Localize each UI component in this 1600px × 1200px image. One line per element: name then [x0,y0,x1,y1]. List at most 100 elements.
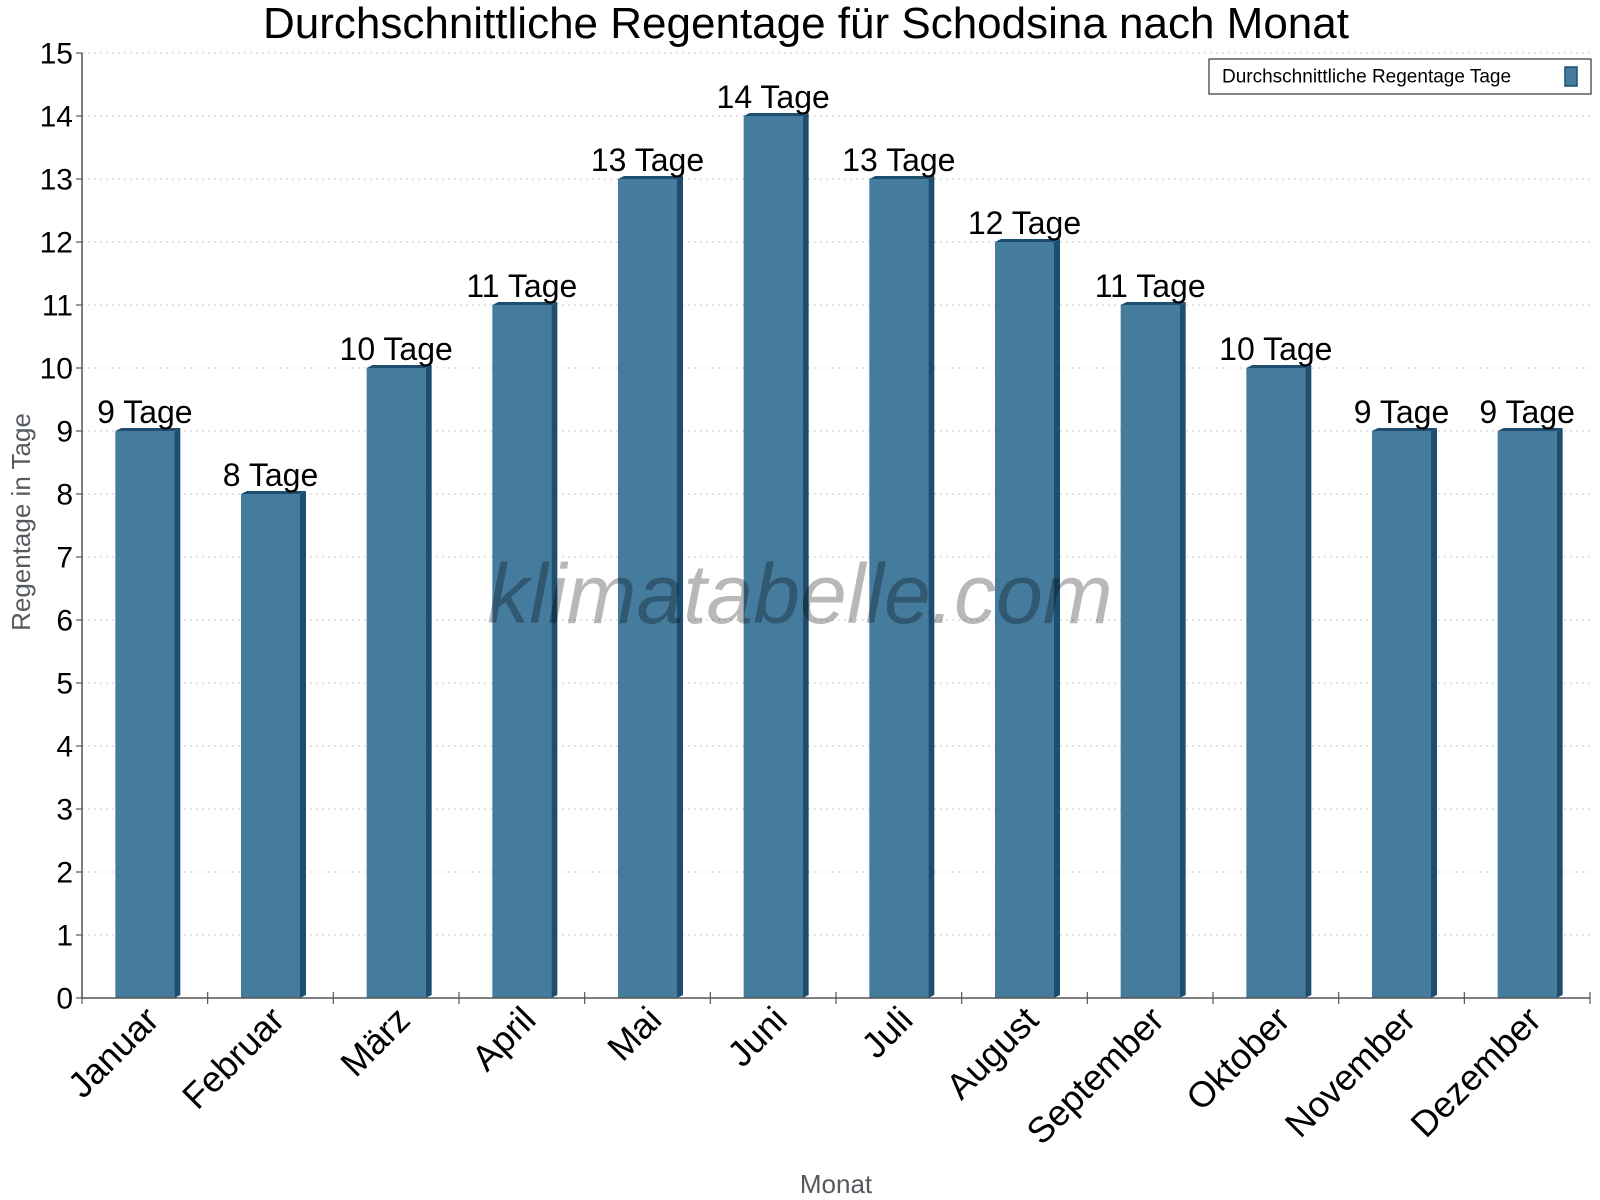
x-axis-title: Monat [800,1169,873,1199]
bar-side-2 [425,365,432,998]
bar-top-10 [1372,428,1437,431]
x-tick-label-7: August [938,999,1046,1107]
bar-2 [366,365,432,998]
x-tick-label-4: Mai [599,999,669,1069]
bar-top-11 [1497,428,1563,431]
x-tick-label-5: Juni [719,999,795,1075]
bar-side-1 [300,491,306,998]
bar-front-5 [743,116,803,998]
bar-front-4 [618,179,677,998]
bar-top-9 [1246,365,1312,368]
y-tick-label-10: 10 [40,353,73,386]
bar-top-2 [366,365,432,368]
data-label-8: 11 Tage [1095,268,1206,304]
bar-top-8 [1120,302,1186,305]
y-tick-label-9: 9 [56,416,73,449]
bar-side-0 [174,428,181,998]
x-axis-tick-labels: Januar Februar März April Mai Juni Juli AugustS… [60,999,1549,1153]
x-tick-label-9: Oktober [1178,999,1298,1119]
watermark-text: klimatabelle.com [487,547,1113,641]
x-tick-label-1: Februar [174,999,292,1117]
bar-top-0 [115,428,181,431]
bar-side-8 [1179,302,1186,998]
y-tick-label-0: 0 [56,983,73,1016]
bar-side-11 [1556,428,1563,998]
y-tick-label-3: 3 [56,794,73,827]
bar-front-11 [1497,431,1557,998]
data-label-5: 14 Tage [717,79,830,115]
gridlines [82,52,1590,936]
y-tick-label-2: 2 [56,857,73,890]
bar-11 [1497,428,1563,998]
bar-top-7 [995,239,1060,242]
x-tick-label-3: April [464,999,544,1079]
bar-front-8 [1120,305,1180,998]
bar-5 [743,113,809,998]
y-tick-label-12: 12 [40,227,73,260]
bar-0 [115,428,181,998]
legend: Durchschnittliche Regentage Tage [1208,58,1592,95]
y-tick-label-7: 7 [56,542,73,575]
data-label-6: 13 Tage [842,142,955,178]
bar-top-1 [241,491,306,494]
data-labels: 9 Tage 8 Tage 10 Tage 11 Tage 13 Tage 14 Tage… [97,79,1575,493]
bar-side-6 [928,176,935,998]
x-tick-label-8: September [1018,999,1172,1153]
y-tick-label-1: 1 [56,920,73,953]
data-label-11: 9 Tage [1479,394,1575,430]
chart-title: Durchschnittliche Regentage für Schodsin… [263,0,1349,48]
x-tick-label-11: Dezember [1402,999,1548,1145]
y-tick-label-14: 14 [40,101,73,134]
bar-8 [1120,302,1186,998]
data-label-1: 8 Tage [223,457,319,493]
bar-side-4 [677,176,683,998]
bar-3 [492,302,558,998]
bar-side-7 [1054,239,1060,998]
y-tick-label-11: 11 [42,290,73,323]
legend-label: Durchschnittliche Regentage Tage [1222,67,1511,88]
bar-10 [1372,428,1437,998]
data-label-2: 10 Tage [340,331,453,367]
bar-front-7 [995,242,1054,998]
bar-top-4 [618,176,683,179]
data-label-4: 13 Tage [591,142,704,178]
x-tick-label-6: Juli [853,999,920,1066]
y-tick-label-5: 5 [56,668,73,701]
bar-side-9 [1305,365,1312,998]
y-tick-label-15: 15 [40,38,73,71]
bar-top-6 [869,176,935,179]
bar-front-1 [241,494,300,998]
x-tick-label-0: Januar [60,999,167,1106]
bars [115,113,1563,998]
y-tick-label-4: 4 [56,731,73,764]
y-tick-label-6: 6 [56,605,73,638]
bar-7 [995,239,1060,998]
bar-9 [1246,365,1312,998]
bar-front-6 [869,179,929,998]
bar-side-3 [551,302,558,998]
y-tick-label-13: 13 [40,164,73,197]
bar-side-10 [1431,428,1437,998]
bar-side-5 [802,113,809,998]
axes [76,52,1591,1004]
bar-top-3 [492,302,558,305]
y-tick-label-8: 8 [56,479,73,512]
data-label-0: 9 Tage [97,394,193,430]
x-tick-label-2: März [332,999,418,1085]
y-axis-title: Regentage in Tage [6,413,36,631]
bar-front-10 [1372,431,1431,998]
data-label-10: 9 Tage [1354,394,1450,430]
data-label-9: 10 Tage [1219,331,1332,367]
legend-box [1208,58,1592,95]
bar-front-9 [1246,368,1306,998]
bar-top-5 [743,113,809,116]
x-tick-label-10: November [1277,999,1423,1145]
bar-front-3 [492,305,552,998]
data-label-7: 12 Tage [968,205,1081,241]
bar-front-2 [366,368,426,998]
bar-front-0 [115,431,175,998]
legend-swatch [1564,66,1578,87]
